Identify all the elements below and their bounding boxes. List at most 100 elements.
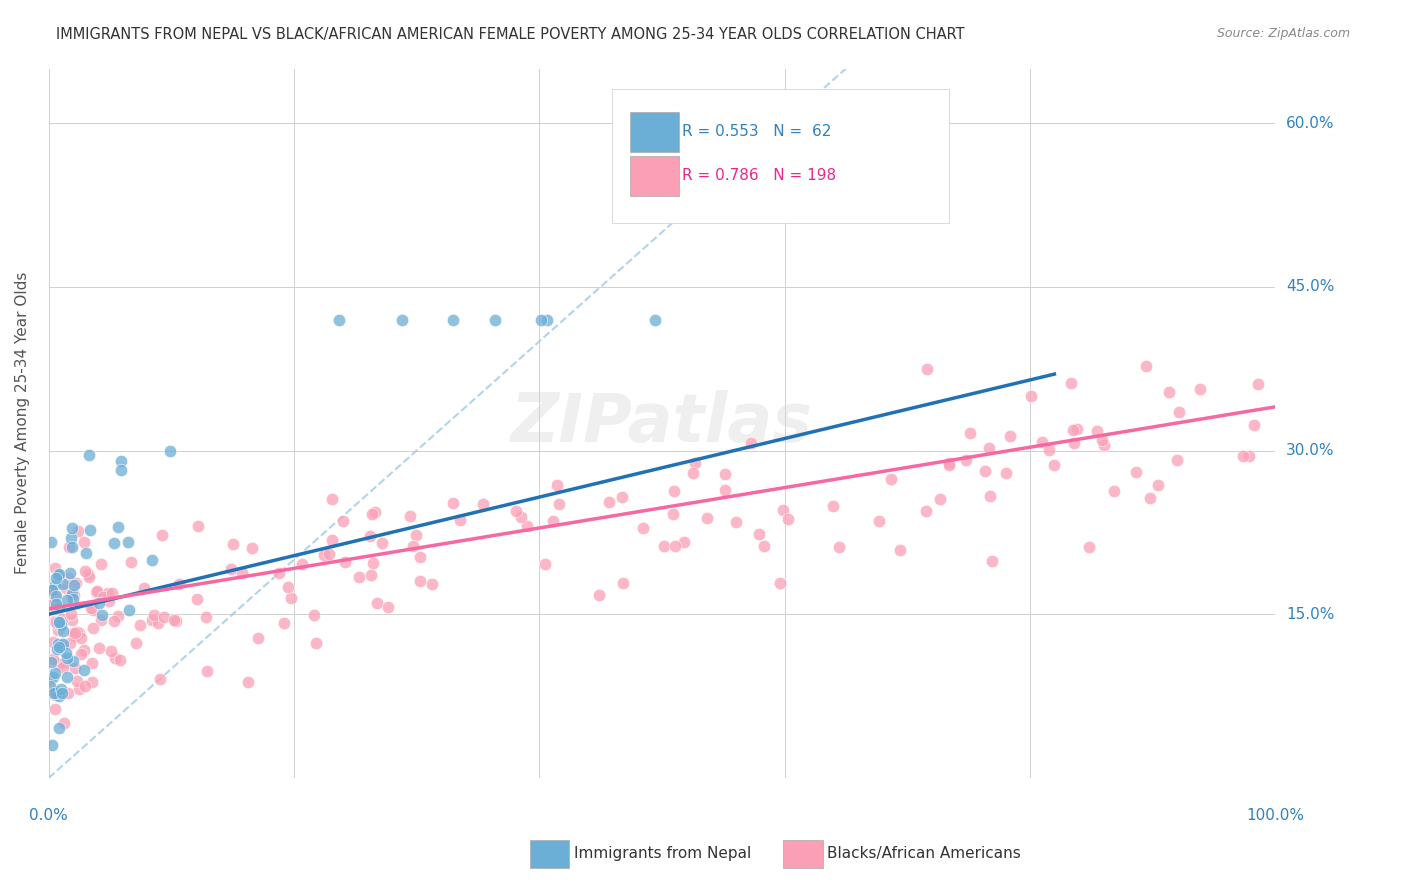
Point (1146, 477, 1168, 491)
Point (725, 515, 748, 529)
Point (42, 687, 65, 701)
Point (1019, 389, 1042, 403)
Point (683, 456, 706, 470)
Point (359, 529, 381, 543)
Point (39, 655, 62, 669)
Point (125, 635, 148, 649)
Point (405, 528, 427, 542)
Text: 30.0%: 30.0% (1286, 443, 1334, 458)
Point (631, 521, 654, 535)
Point (247, 631, 270, 645)
Point (644, 312, 666, 326)
Point (79, 524, 101, 538)
Point (149, 672, 172, 686)
Point (510, 509, 533, 524)
Point (1139, 491, 1161, 505)
Point (304, 608, 326, 623)
Point (65, 575, 87, 590)
Point (45, 589, 67, 603)
Point (1038, 443, 1060, 458)
Point (1166, 453, 1188, 467)
Point (548, 497, 571, 511)
Point (1031, 434, 1053, 449)
Point (142, 608, 165, 623)
Point (44, 683, 66, 698)
Point (1247, 376, 1270, 391)
Point (314, 548, 336, 562)
Point (48, 640, 70, 654)
Point (45, 688, 67, 702)
Point (97, 594, 120, 608)
Point (141, 553, 163, 567)
Point (67, 625, 90, 640)
Point (1237, 449, 1260, 463)
Point (73, 564, 96, 578)
Point (52, 716, 75, 731)
Point (534, 557, 557, 571)
Point (1188, 383, 1211, 397)
Point (42, 589, 65, 603)
Text: 60.0%: 60.0% (1286, 116, 1334, 130)
Point (1232, 450, 1254, 464)
Point (868, 515, 890, 529)
Point (59, 566, 82, 581)
Point (46, 568, 69, 582)
Point (752, 539, 775, 553)
Point (321, 533, 343, 548)
Point (103, 536, 125, 550)
Point (441, 312, 464, 326)
Point (1125, 465, 1147, 479)
Point (42, 670, 65, 684)
Point (55, 592, 77, 607)
Point (75, 546, 97, 560)
Point (484, 312, 506, 326)
Point (77, 569, 100, 583)
Point (69, 631, 91, 645)
Point (598, 495, 620, 509)
Point (82, 621, 104, 635)
Point (45, 571, 67, 585)
Point (1243, 417, 1265, 432)
Text: 45.0%: 45.0% (1286, 279, 1334, 294)
Point (39, 673, 62, 687)
Point (66, 625, 89, 640)
Point (516, 519, 538, 533)
Point (167, 577, 190, 591)
Point (77, 566, 100, 581)
Point (100, 644, 122, 658)
Point (187, 519, 209, 533)
Point (449, 513, 471, 527)
Point (52, 637, 75, 651)
Point (141, 613, 163, 627)
Point (67, 524, 90, 538)
Point (772, 503, 794, 517)
Point (63, 629, 86, 643)
Point (62, 626, 84, 640)
Point (51, 612, 73, 626)
Point (80, 601, 103, 615)
Point (110, 454, 132, 468)
Point (1066, 422, 1088, 436)
Point (60, 613, 83, 627)
Point (769, 576, 792, 591)
Point (51, 636, 73, 650)
Point (1063, 436, 1085, 450)
Point (973, 464, 995, 478)
Point (104, 651, 127, 665)
Point (662, 507, 685, 521)
Point (1157, 384, 1180, 399)
Point (49, 618, 72, 632)
Point (107, 519, 129, 533)
Point (41, 583, 63, 598)
Point (73, 679, 96, 693)
Point (46, 623, 69, 637)
Point (505, 504, 527, 518)
Point (165, 614, 187, 628)
Point (273, 616, 295, 631)
Point (46, 642, 69, 657)
Text: 15.0%: 15.0% (1286, 607, 1334, 622)
Point (51, 686, 73, 700)
Point (45, 597, 67, 611)
Point (118, 603, 141, 617)
Point (67, 682, 90, 697)
